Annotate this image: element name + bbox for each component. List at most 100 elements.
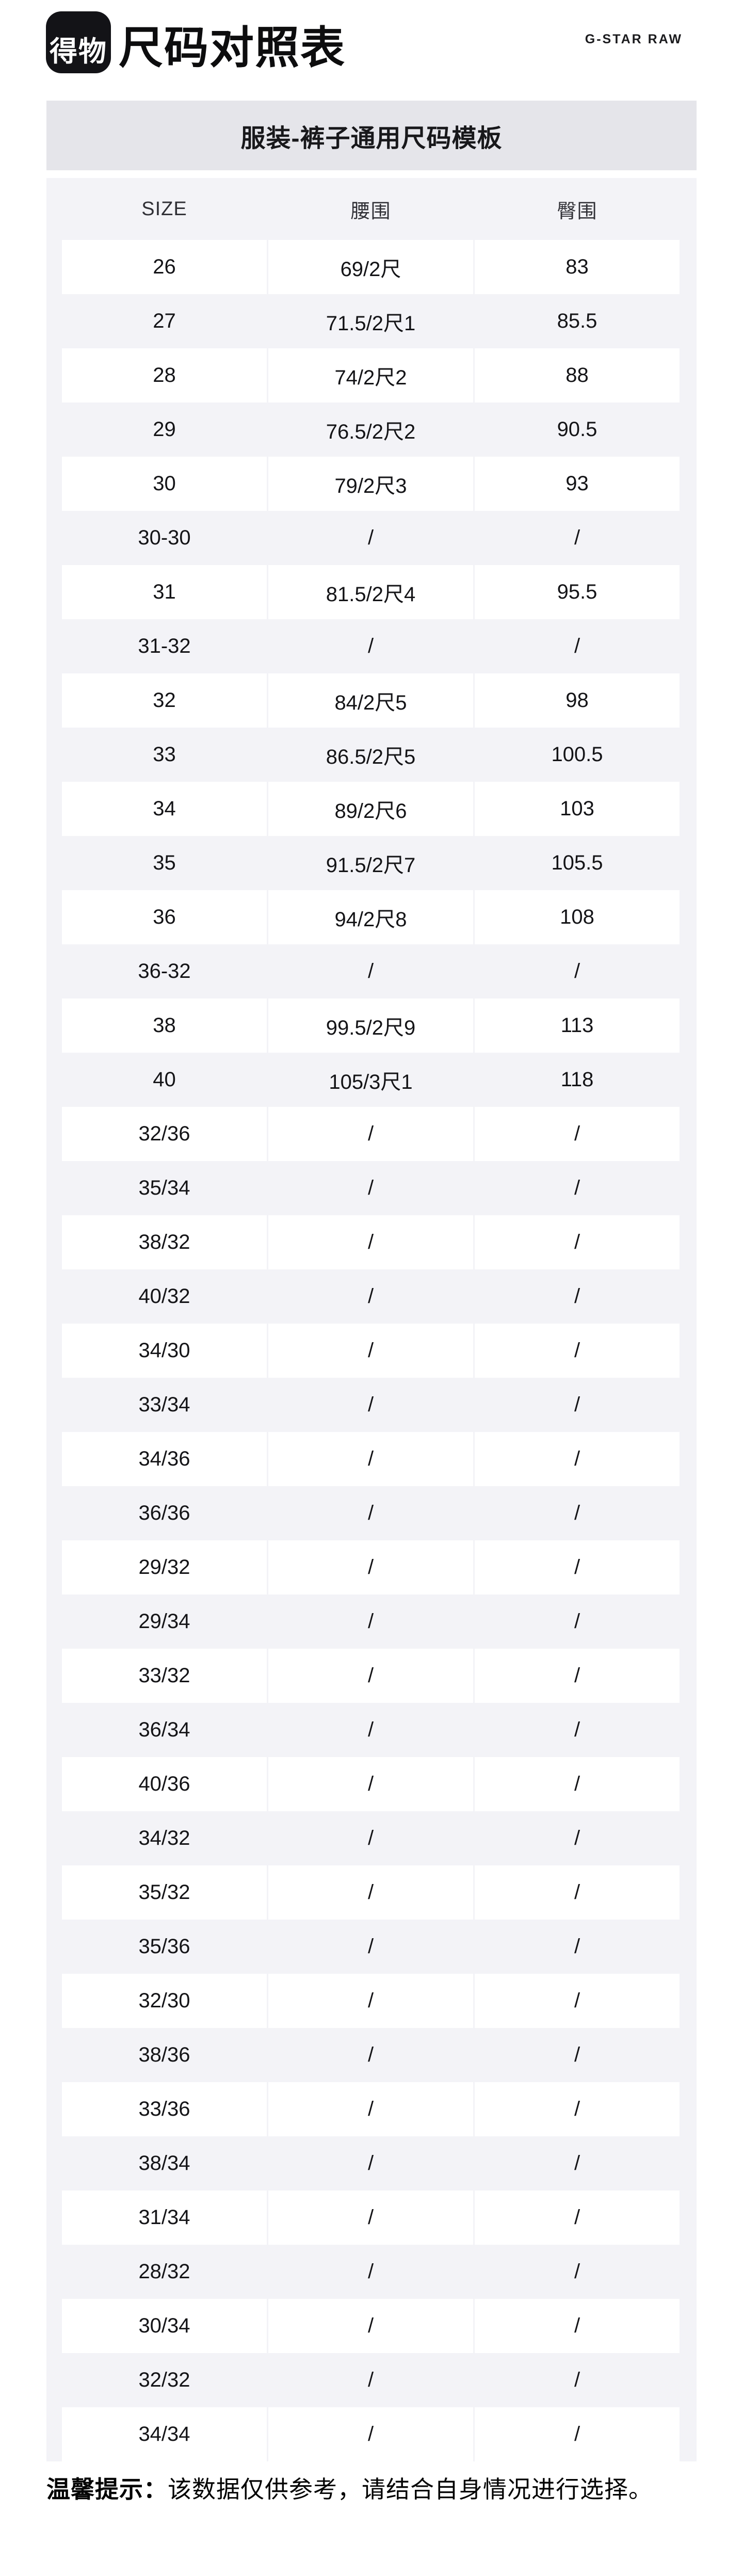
table-cell: / [475, 1649, 680, 1703]
table-cell: 31/34 [62, 2191, 267, 2245]
table-cell: / [268, 1757, 473, 1811]
table-cell: / [475, 1324, 680, 1378]
column-header-hip: 臀围 [557, 200, 597, 222]
table-cell: / [268, 1432, 473, 1486]
table-row: 35/32// [46, 1865, 697, 1920]
table-cell: 30-30 [138, 526, 191, 549]
table-cell: 36 [62, 890, 267, 944]
table-cell: / [574, 2043, 580, 2066]
table-cell: / [475, 1215, 680, 1269]
table-cell: / [574, 1610, 580, 1633]
table-cell: / [268, 1107, 473, 1161]
table-row: 31-32 / / [46, 619, 697, 673]
table-cell: / [574, 2260, 580, 2283]
table-cell: / [367, 1610, 374, 1633]
table-row: 33 86.5/2尺5 100.5 [46, 728, 697, 782]
table-cell: / [574, 1285, 580, 1308]
table-cell: / [574, 1393, 580, 1416]
table-cell: / [367, 960, 374, 983]
table-cell: 100.5 [551, 743, 603, 766]
dewu-logo-icon: 得物 [46, 11, 111, 73]
table-cell: 34 [62, 782, 267, 836]
table-cell: 113 [475, 999, 680, 1053]
table-cell: 118 [560, 1068, 594, 1091]
table-cell: / [475, 1865, 680, 1920]
table-cell: 88 [475, 348, 680, 403]
table-cell: / [268, 2407, 473, 2461]
table-cell: / [574, 1502, 580, 1524]
table-cell: 38/34 [138, 2152, 190, 2175]
table-cell: 74/2尺2 [268, 348, 473, 403]
table-row: 35/34 / / [46, 1161, 697, 1215]
table-cell: 40/32 [138, 1285, 190, 1308]
table-cell: 85.5 [557, 310, 597, 332]
table-row: 40/32 / / [46, 1269, 697, 1324]
footer-notice-label: 温馨提示： [46, 2476, 168, 2503]
table-row: 28 74/2尺2 88 [46, 348, 697, 403]
table-row: 33/34 / / [46, 1378, 697, 1432]
table-row: 33/36// [46, 2082, 697, 2136]
table-cell: 35/36 [138, 1935, 190, 1958]
table-cell: / [475, 1974, 680, 2028]
table-row: 33/32// [46, 1649, 697, 1703]
table-row: 29 76.5/2尺2 90.5 [46, 403, 697, 457]
template-banner-title: 服装-裤子通用尺码模板 [240, 124, 503, 152]
table-cell: 34/30 [62, 1324, 267, 1378]
table-cell: / [367, 2043, 374, 2066]
table-cell: 38 [62, 999, 267, 1053]
table-row: 36/34 / / [46, 1703, 697, 1757]
table-cell: / [475, 1540, 680, 1595]
table-cell: 33/36 [62, 2082, 267, 2136]
table-cell: 71.5/2尺1 [326, 312, 416, 335]
table-cell: / [574, 1177, 580, 1199]
table-cell: / [574, 2152, 580, 2175]
table-cell: 31-32 [138, 635, 191, 657]
table-row: 32/32 / / [46, 2353, 697, 2407]
table-cell: 29 [153, 418, 176, 441]
table-cell: 84/2尺5 [268, 673, 473, 728]
table-cell: 108 [475, 890, 680, 944]
table-cell: / [574, 635, 580, 657]
table-cell: / [367, 1827, 374, 1849]
table-cell: 35/32 [62, 1865, 267, 1920]
table-cell: / [367, 2260, 374, 2283]
table-row: 32/36// [46, 1107, 697, 1161]
table-cell: / [475, 2407, 680, 2461]
table-cell: 103 [475, 782, 680, 836]
table-row: 35 91.5/2尺7 105.5 [46, 836, 697, 890]
table-cell: / [475, 2191, 680, 2245]
table-cell: 35 [153, 851, 176, 874]
table-cell: 27 [153, 310, 176, 332]
table-cell: / [367, 635, 374, 657]
table-cell: 35/34 [138, 1177, 190, 1199]
table-cell: 76.5/2尺2 [326, 420, 416, 443]
table-cell: 38/36 [138, 2043, 190, 2066]
table-row: 38/36 / / [46, 2028, 697, 2082]
table-cell: 33/34 [138, 1393, 190, 1416]
table-cell: / [367, 1502, 374, 1524]
table-cell: 36/34 [138, 1718, 190, 1741]
table-cell: 34/32 [138, 1827, 190, 1849]
table-row: 34/32 / / [46, 1811, 697, 1865]
table-cell: 94/2尺8 [268, 890, 473, 944]
table-row: 34/30// [46, 1324, 697, 1378]
table-row: 30/34// [46, 2299, 697, 2353]
table-row: 27 71.5/2尺1 85.5 [46, 294, 697, 348]
table-row: 32 84/2尺5 98 [46, 673, 697, 728]
size-table-panel: SIZE 腰围 臀围 26 69/2尺 83 27 71.5/2尺1 85.5 28 74/2… [46, 178, 697, 2461]
table-cell: 90.5 [557, 418, 597, 441]
table-header-row: SIZE 腰围 臀围 [46, 178, 697, 240]
table-cell: 38/32 [62, 1215, 267, 1269]
table-cell: / [268, 1865, 473, 1920]
table-cell: 86.5/2尺5 [326, 745, 416, 768]
table-cell: 34/36 [62, 1432, 267, 1486]
table-cell: 40/36 [62, 1757, 267, 1811]
template-banner: 服装-裤子通用尺码模板 [46, 101, 697, 170]
table-cell: / [475, 1107, 680, 1161]
table-cell: / [574, 960, 580, 983]
table-cell: / [574, 1827, 580, 1849]
table-cell: 36/36 [138, 1502, 190, 1524]
table-cell: / [475, 1757, 680, 1811]
table-cell: 33 [153, 743, 176, 766]
